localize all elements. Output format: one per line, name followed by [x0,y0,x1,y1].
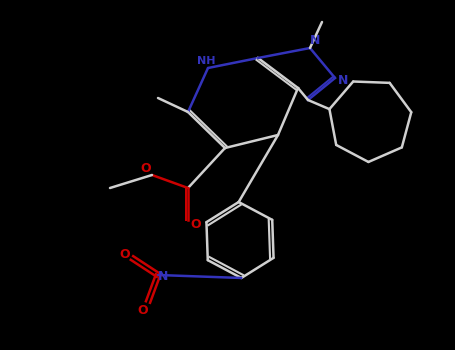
Text: O: O [191,218,201,231]
Text: O: O [120,248,130,261]
Text: N: N [310,35,320,48]
Text: O: O [138,303,148,316]
Text: NH: NH [197,56,215,66]
Text: N: N [158,271,168,284]
Text: O: O [141,161,152,175]
Text: N: N [338,75,348,88]
